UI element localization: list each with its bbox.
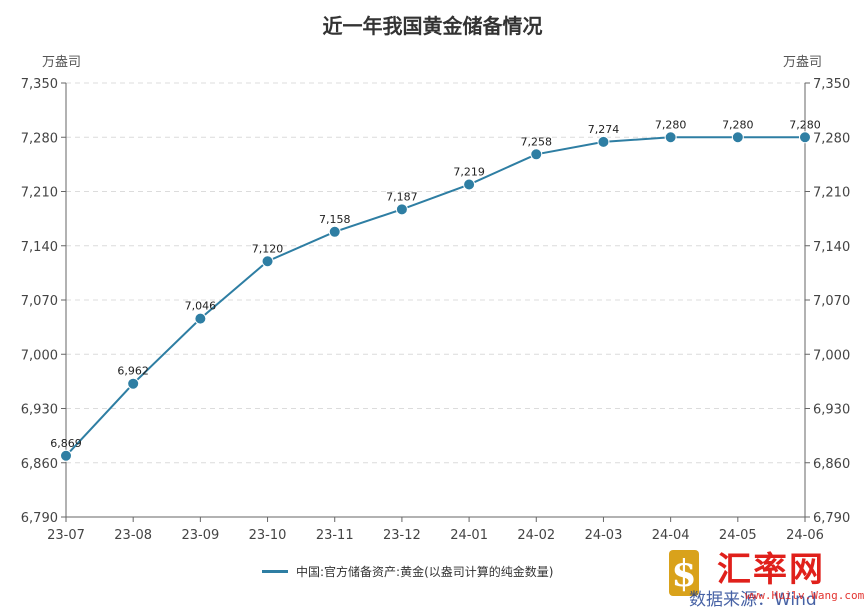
y-tick-label-right: 7,210 (813, 186, 850, 201)
legend[interactable]: 中国:官方储备资产:黄金(以盎司计算的纯金数量) (262, 562, 553, 580)
x-tick-label: 24-05 (719, 528, 757, 543)
data-label: 7,120 (252, 242, 284, 255)
x-tick-label: 24-06 (786, 528, 824, 543)
data-point (60, 449, 72, 462)
y-tick-label-right: 7,140 (813, 240, 850, 255)
dollar-logo-icon: $ (669, 550, 699, 596)
y-tick-label-right: 7,000 (813, 348, 850, 363)
watermark-url: www.Huilv.Wang.com (745, 589, 865, 602)
data-point (597, 135, 610, 148)
watermark-brand: 汇率网 (717, 550, 825, 590)
x-tick-label: 24-01 (450, 528, 488, 543)
watermark: $ 汇率网 数据来源：Wind www.Huilv.Wang.com (665, 542, 865, 610)
data-label: 7,158 (319, 213, 351, 226)
y-tick-label-right: 7,280 (813, 131, 850, 146)
x-tick-label: 23-12 (383, 528, 421, 543)
data-point (530, 148, 543, 161)
y-tick-label-right: 6,860 (813, 457, 850, 472)
data-label: 6,962 (117, 365, 149, 378)
data-label: 7,258 (521, 135, 553, 148)
watermark-source: 数据来源：Wind (689, 590, 817, 610)
data-point (328, 225, 341, 238)
y-tick-label-left: 7,070 (21, 294, 58, 309)
y-tick-label-left: 7,210 (21, 186, 58, 201)
data-label: 7,046 (185, 300, 217, 313)
x-tick-label: 23-07 (47, 528, 85, 543)
legend-swatch (262, 569, 288, 573)
y-tick-label-left: 7,350 (21, 77, 58, 92)
chart-title: 近一年我国黄金储备情况 (322, 14, 543, 38)
data-point (463, 178, 476, 191)
y-tick-label-left: 6,790 (21, 511, 58, 526)
data-label: 7,219 (453, 166, 485, 179)
x-tick-label: 24-02 (517, 528, 555, 543)
data-label: 7,280 (655, 118, 687, 131)
y-tick-label-right: 7,350 (813, 77, 850, 92)
y-tick-label-left: 7,000 (21, 348, 58, 363)
data-label: 7,280 (789, 118, 821, 131)
y-tick-label-right: 6,790 (813, 511, 850, 526)
x-tick-label: 24-03 (585, 528, 623, 543)
x-tick-label: 23-11 (316, 528, 354, 543)
x-tick-label: 24-04 (652, 528, 690, 543)
right-axis-unit: 万盎司 (783, 55, 823, 70)
data-point (395, 203, 408, 216)
data-label: 7,274 (588, 123, 620, 136)
data-label: 6,869 (50, 437, 82, 450)
data-label: 7,187 (386, 190, 418, 203)
data-point (127, 377, 140, 390)
y-tick-label-right: 6,930 (813, 403, 850, 418)
data-label: 7,280 (722, 118, 754, 131)
left-axis-unit: 万盎司 (42, 55, 82, 70)
data-point (261, 255, 274, 268)
data-point (731, 131, 744, 144)
x-tick-label: 23-09 (181, 528, 219, 543)
svg-text:$: $ (671, 553, 696, 595)
x-tick-label: 23-10 (249, 528, 287, 543)
data-point (664, 131, 677, 144)
data-point (799, 131, 811, 144)
legend-label: 中国:官方储备资产:黄金(以盎司计算的纯金数量) (296, 564, 554, 579)
y-tick-label-left: 6,860 (21, 457, 58, 472)
y-tick-label-left: 7,140 (21, 240, 58, 255)
x-tick-label: 23-08 (114, 528, 152, 543)
y-tick-label-right: 7,070 (813, 294, 850, 309)
y-tick-label-left: 7,280 (21, 131, 58, 146)
data-point (194, 312, 207, 325)
y-tick-label-left: 6,930 (21, 403, 58, 418)
series-line (65, 136, 805, 457)
